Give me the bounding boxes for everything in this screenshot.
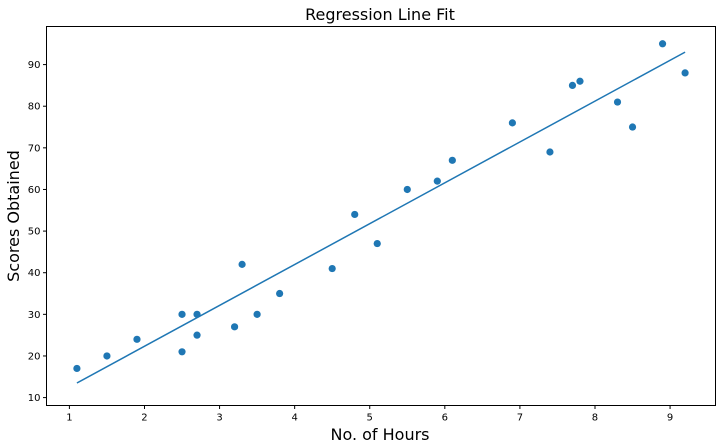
x-tick-label: 5 (367, 413, 373, 424)
scatter-point (681, 69, 689, 77)
scatter-point (238, 260, 246, 268)
scatter-point (403, 185, 411, 194)
plot-frame (46, 26, 716, 406)
y-tick-label: 50 (28, 227, 41, 238)
x-tick-label: 1 (66, 413, 72, 424)
scatter-point (546, 148, 554, 156)
y-tick-label: 90 (28, 60, 41, 71)
scatter-point (576, 77, 584, 85)
scatter-point (568, 81, 577, 90)
scatter-point (508, 119, 516, 127)
y-tick-label: 30 (28, 310, 41, 321)
x-tick-label: 3 (216, 413, 222, 424)
regression-line (76, 51, 686, 384)
scatter-point (448, 156, 456, 164)
y-tick-label: 70 (28, 143, 41, 154)
x-tick-label: 8 (592, 413, 598, 424)
scatter-point (133, 335, 141, 343)
y-tick-label: 80 (28, 102, 41, 113)
scatter-point (73, 364, 81, 373)
scatter-point (178, 348, 186, 356)
scatter-point (351, 210, 359, 219)
x-tick-label: 4 (291, 413, 297, 424)
y-tick-label: 10 (28, 393, 41, 404)
scatter-point (230, 323, 239, 331)
scatter-point (103, 352, 111, 360)
scatter-point (433, 177, 441, 185)
x-tick-label: 9 (667, 413, 673, 424)
scatter-point (193, 310, 201, 318)
scatter-point (253, 310, 261, 318)
y-tick-label: 20 (28, 351, 41, 362)
y-tick-label: 40 (28, 268, 41, 279)
y-tick-label: 60 (28, 185, 41, 196)
x-axis: 1 2 3 4 5 6 7 8 9 (66, 405, 673, 424)
x-tick-label: 2 (141, 413, 147, 424)
x-tick-label: 7 (517, 413, 523, 424)
scatter-point (628, 123, 637, 131)
scatter-point (658, 40, 667, 48)
plot-area (73, 40, 689, 384)
scatter-point (276, 289, 284, 298)
scatter-point (328, 264, 336, 273)
scatter-point (613, 98, 622, 106)
scatter-point (193, 331, 201, 339)
chart-title: Regression Line Fit (305, 5, 455, 24)
x-tick-label: 6 (442, 413, 448, 424)
x-axis-label: No. of Hours (330, 425, 429, 444)
y-axis-label: Scores Obtained (4, 150, 23, 282)
scatter-point (178, 310, 186, 318)
y-axis: 10 20 30 40 50 60 70 80 90 (28, 60, 47, 404)
scatter-point (373, 239, 381, 248)
